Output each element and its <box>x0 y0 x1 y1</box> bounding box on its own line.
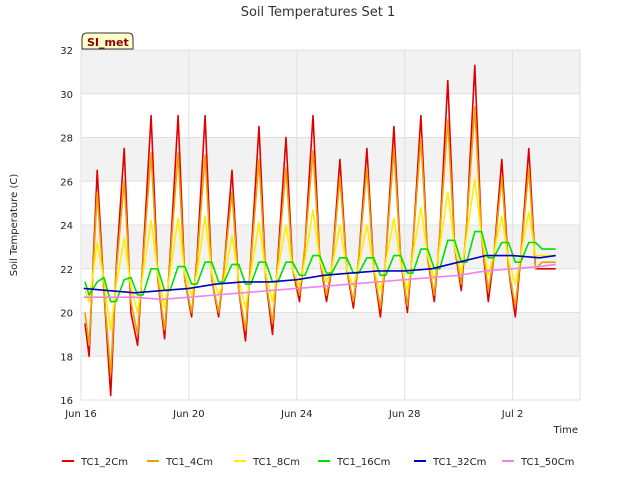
plot-band <box>81 50 580 94</box>
legend-item-tc1_8cm: TC1_8Cm <box>234 457 300 468</box>
y-tick-label: 16 <box>60 396 73 407</box>
legend-label: TC1_4Cm <box>165 457 213 468</box>
x-axis-ticks: Jun 16 Jun 20 Jun 24 Jun 28 Jul 2 <box>64 409 523 420</box>
y-tick-label: 24 <box>60 221 73 232</box>
legend-label: TC1_16Cm <box>336 457 390 468</box>
y-tick-label: 32 <box>60 46 73 57</box>
legend-label: TC1_8Cm <box>252 457 300 468</box>
series-line-tc1_32cm <box>83 254 556 294</box>
y-tick-label: 28 <box>60 134 73 145</box>
y-axis-ticks: 16 18 20 22 24 26 28 30 32 <box>60 46 73 407</box>
y-tick-label: 26 <box>60 177 73 188</box>
legend: TC1_2Cm TC1_4Cm TC1_8Cm TC1_16Cm TC1_32Cm TC1… <box>62 457 574 468</box>
y-tick-label: 22 <box>60 265 73 276</box>
badge-label: SI_met <box>87 36 129 49</box>
y-axis-label: Soil Temperature (C) <box>9 174 20 277</box>
x-tick-label: Jun 28 <box>388 409 421 420</box>
series-line-tc1_50cm <box>83 263 556 301</box>
legend-label: TC1_32Cm <box>432 457 486 468</box>
plot-band <box>81 137 580 182</box>
legend-item-tc1_16cm: TC1_16Cm <box>318 457 390 468</box>
legend-item-tc1_32cm: TC1_32Cm <box>414 457 486 468</box>
series-lines <box>83 64 556 397</box>
y-tick-label: 20 <box>60 309 73 320</box>
y-tick-label: 18 <box>60 352 73 363</box>
y-tick-label: 30 <box>60 90 73 101</box>
legend-item-tc1_2cm: TC1_2Cm <box>62 457 128 468</box>
legend-label: TC1_50Cm <box>520 457 574 468</box>
legend-item-tc1_4cm: TC1_4Cm <box>147 457 213 468</box>
x-tick-label: Jun 24 <box>280 409 313 420</box>
x-tick-label: Jun 16 <box>64 409 97 420</box>
plot-band <box>81 356 580 400</box>
x-tick-label: Jun 20 <box>172 409 205 420</box>
badge-shape <box>81 32 134 50</box>
legend-label: TC1_2Cm <box>80 457 128 468</box>
legend-item-tc1_50cm: TC1_50Cm <box>502 457 574 468</box>
plot-band <box>81 312 580 357</box>
chart-title: Soil Temperatures Set 1 <box>241 5 396 20</box>
x-tick-label: Jul 2 <box>501 409 524 420</box>
station-badge: SI_met <box>81 32 134 50</box>
series-line-tc1_16cm <box>84 230 556 303</box>
plot-band <box>81 93 580 138</box>
series-line-tc1_8cm <box>84 178 556 331</box>
x-axis-label: Time <box>553 425 578 436</box>
